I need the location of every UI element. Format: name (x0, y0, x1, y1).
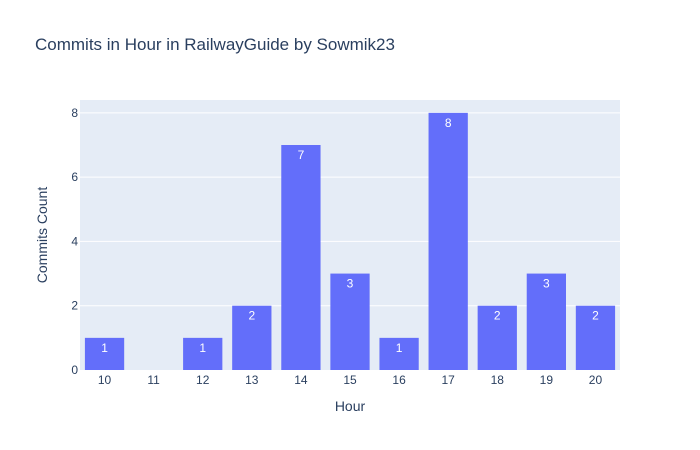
x-tick-label: 15 (343, 373, 357, 387)
bar (84, 337, 125, 370)
bar (526, 273, 566, 370)
x-tick-label: 17 (442, 373, 456, 387)
y-tick-label: 0 (71, 363, 78, 377)
bar-data-label: 3 (543, 277, 550, 291)
bar (428, 112, 468, 370)
x-axis-title: Hour (335, 398, 366, 414)
bar-data-label: 2 (494, 309, 501, 323)
bars: 1 1 2 7 3 1 8 2 3 2 (84, 112, 616, 370)
bar-data-label: 1 (199, 341, 206, 355)
y-tick-label: 2 (71, 299, 78, 313)
bar (281, 145, 321, 370)
chart-title: Commits in Hour in RailwayGuide by Sowmi… (35, 35, 395, 54)
bar (379, 337, 419, 370)
x-tick-label: 10 (98, 373, 112, 387)
bar (477, 305, 517, 370)
y-tick-label: 6 (71, 170, 78, 184)
bar-data-label: 7 (298, 148, 305, 162)
y-tick-label: 4 (71, 234, 78, 248)
y-axis-ticks: 0 2 4 6 8 (71, 106, 78, 377)
bar-data-label: 1 (101, 341, 108, 355)
bar-data-label: 2 (592, 309, 599, 323)
bar-data-label: 2 (248, 309, 255, 323)
y-axis-title: Commits Count (34, 187, 50, 284)
x-tick-label: 19 (540, 373, 554, 387)
x-tick-label: 18 (491, 373, 505, 387)
x-tick-label: 11 (147, 373, 160, 387)
bar (232, 305, 272, 370)
y-tick-label: 8 (71, 106, 78, 120)
x-tick-label: 16 (392, 373, 406, 387)
x-tick-label: 12 (196, 373, 210, 387)
x-axis-ticks: 10 11 12 13 14 15 16 17 18 19 20 (98, 373, 603, 387)
bar (183, 337, 223, 370)
bar-data-label: 1 (396, 341, 403, 355)
x-tick-label: 13 (245, 373, 259, 387)
bar-data-label: 3 (347, 277, 354, 291)
bar (330, 273, 370, 370)
bar (575, 305, 616, 370)
bar-data-label: 8 (445, 116, 452, 130)
x-tick-label: 14 (294, 373, 308, 387)
x-tick-label: 20 (589, 373, 603, 387)
